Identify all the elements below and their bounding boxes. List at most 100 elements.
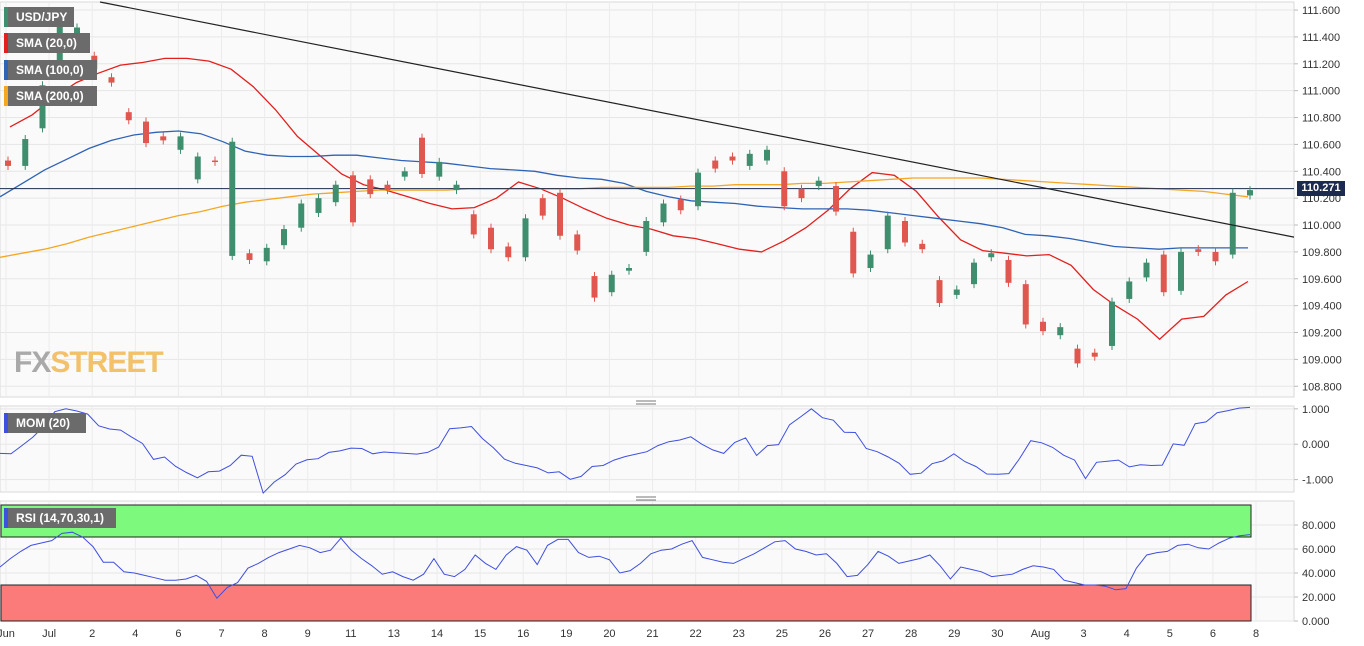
candle-body (22, 139, 29, 166)
rsi-y-tick-label: 0.000 (1302, 616, 1330, 628)
price-y-tick-label: 109.800 (1302, 247, 1342, 259)
legend-sma200: SMA (200,0) (4, 86, 97, 106)
x-tick-label: 7 (218, 628, 224, 640)
candle-body (160, 136, 167, 141)
current-price-tag: 110.271 (1297, 181, 1345, 196)
candle-body (488, 227, 494, 250)
price-y-tick-label: 110.400 (1302, 166, 1341, 178)
candle-body (505, 246, 512, 258)
candle-body (867, 254, 874, 269)
candle-body (953, 289, 960, 295)
price-y-tick-label: 109.400 (1302, 301, 1342, 313)
candle-body (1109, 301, 1115, 346)
candle-body (815, 180, 822, 187)
candle-body (194, 156, 201, 180)
rsi-y-tick-label: 80.000 (1302, 520, 1336, 532)
x-tick-label: 11 (345, 628, 356, 640)
mom-y-tick-label: -1.000 (1302, 475, 1333, 487)
candle-body (298, 203, 305, 228)
panel-1-background (0, 1, 1295, 398)
sma-line-1 (9, 57, 1249, 341)
panel-resize-handles[interactable] (636, 400, 656, 501)
x-tick-label: 15 (474, 628, 486, 640)
moving-averages (0, 57, 1294, 341)
watermark-fx: FX (14, 346, 51, 379)
indicator-lines (0, 406, 1251, 600)
candle-body (608, 274, 615, 293)
price-y-tick-label: 110.000 (1302, 220, 1341, 232)
x-tick-label: 23 (733, 628, 745, 640)
legend-mom-label: MOM (20) (16, 416, 70, 430)
x-tick-label: 14 (431, 628, 443, 640)
candle-body (384, 184, 391, 191)
legend-sma20: SMA (20,0) (4, 33, 90, 53)
legend-sma100-label: SMA (100,0) (16, 63, 84, 77)
candle-body (367, 179, 374, 195)
x-tick-label: 29 (948, 628, 960, 640)
candle-body (591, 276, 598, 298)
candle-body (660, 203, 667, 223)
rsi-y-tick-label: 40.000 (1302, 568, 1336, 580)
watermark-street: STREET (50, 346, 163, 379)
candle-body (143, 121, 149, 144)
candle-body (263, 247, 270, 262)
x-tick-label: 22 (690, 628, 702, 640)
y-axis-ticks: 111.600 111.400 111.200 111.000 110.800 110.6… (1294, 5, 1342, 628)
candle-body (764, 149, 770, 161)
candle-body (246, 253, 253, 260)
candle-body (574, 234, 581, 251)
candle-body (401, 171, 408, 177)
candle-body (1160, 254, 1167, 293)
candle-body (1143, 262, 1150, 278)
price-y-tick-label: 111.200 (1302, 59, 1340, 71)
x-tick-label: 26 (819, 628, 831, 640)
price-y-tick-label: 111.600 (1302, 5, 1340, 17)
candle-body (1057, 327, 1064, 336)
candle-body (729, 156, 736, 161)
candle-body (1195, 249, 1202, 252)
price-y-tick-label: 109.600 (1302, 274, 1342, 286)
candle-body (229, 141, 236, 256)
candle-body (1074, 348, 1081, 364)
candles (5, 12, 1253, 368)
x-tick-label: 4 (1124, 628, 1130, 640)
candle-body (350, 175, 356, 223)
candle-body (74, 27, 80, 37)
legend-swatch (4, 508, 8, 528)
candle-body (919, 243, 926, 250)
x-tick-label: 30 (991, 628, 1003, 640)
x-tick-label: 2 (89, 628, 95, 640)
x-tick-label: 9 (305, 628, 311, 640)
legend-swatch (4, 33, 8, 53)
candle-body (332, 184, 339, 203)
legend-mom: MOM (20) (4, 413, 86, 433)
candle-body (419, 137, 425, 174)
candle-body (39, 85, 46, 129)
legend-symbol: USD/JPY (4, 7, 74, 27)
legend-swatch (4, 7, 8, 27)
x-tick-label: 27 (862, 628, 874, 640)
candle-body (971, 262, 977, 285)
trendline (99, 1, 1295, 238)
x-tick-label: 8 (262, 628, 268, 640)
price-y-tick-label: 110.600 (1302, 139, 1341, 151)
legend-rsi-label: RSI (14,70,30,1) (16, 511, 105, 525)
candle-body (936, 280, 943, 303)
candle-body (746, 153, 753, 166)
x-tick-label: 21 (646, 628, 658, 640)
legend-symbol-label: USD/JPY (16, 10, 68, 24)
mom-y-tick-label: 0.000 (1302, 439, 1330, 451)
candle-body (850, 231, 857, 274)
x-tick-label: 6 (1210, 628, 1216, 640)
price-y-tick-label: 110.200 (1302, 193, 1341, 205)
candle-body (5, 160, 11, 166)
candle-body (1126, 281, 1133, 299)
candle-body (1091, 352, 1098, 357)
candle-body (643, 220, 650, 252)
candle-body (1212, 251, 1219, 262)
candle-body (281, 229, 287, 246)
x-tick-label: 25 (776, 628, 788, 640)
candle-body (1178, 251, 1184, 291)
candle-body (212, 160, 218, 163)
x-tick-label: 16 (517, 628, 529, 640)
